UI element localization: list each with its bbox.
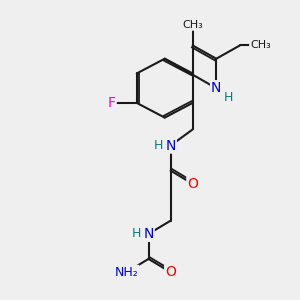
Text: F: F: [108, 96, 116, 110]
Text: H: H: [224, 91, 233, 104]
Text: CH₃: CH₃: [182, 20, 203, 30]
Text: H: H: [154, 139, 163, 152]
Text: O: O: [187, 177, 198, 191]
Text: N: N: [143, 227, 154, 241]
Text: CH₃: CH₃: [250, 40, 271, 50]
Text: N: N: [165, 139, 176, 153]
Text: NH₂: NH₂: [115, 266, 138, 279]
Text: H: H: [131, 227, 141, 240]
Text: N: N: [211, 81, 221, 95]
Text: O: O: [165, 265, 176, 279]
